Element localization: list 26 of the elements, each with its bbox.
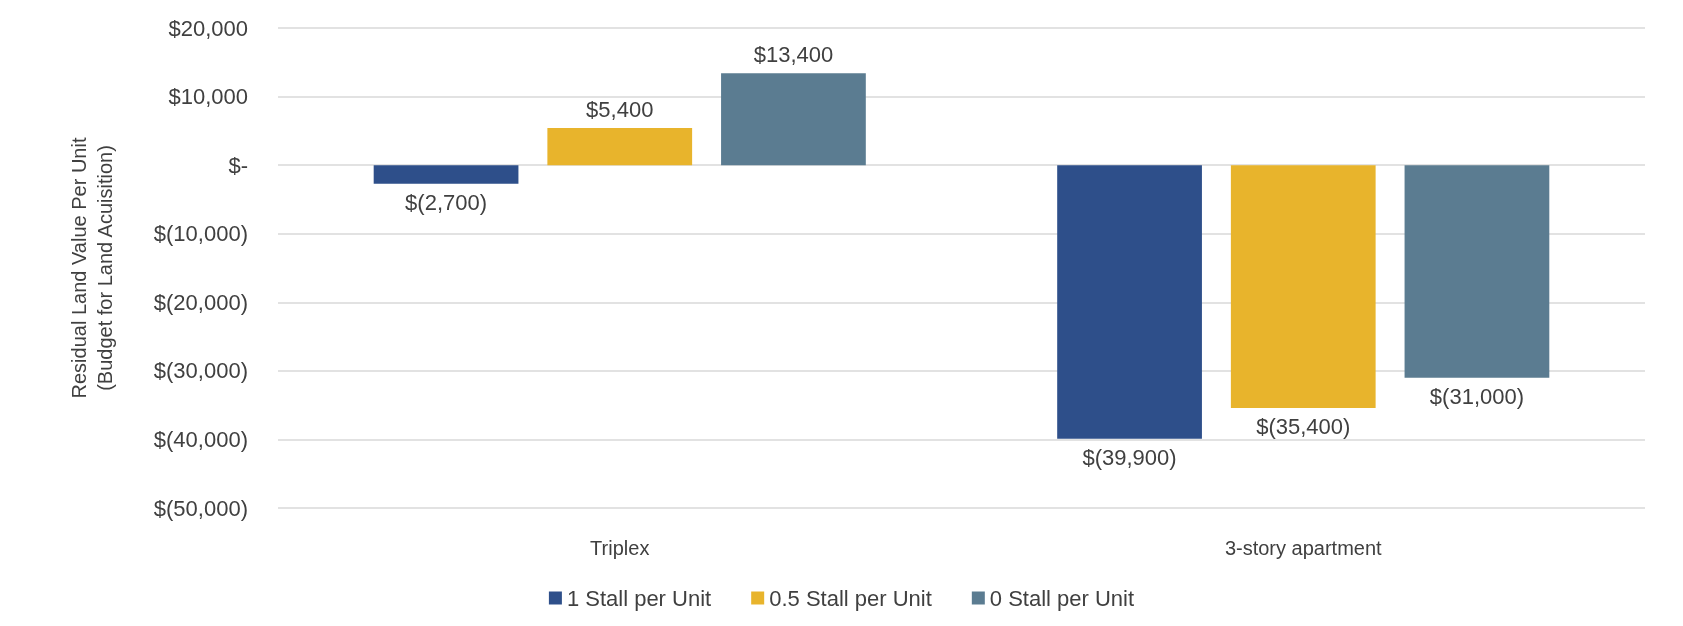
legend-label: 0 Stall per Unit: [989, 585, 1135, 611]
y-axis-title: Residual Land Value Per Unit (Budget for Land Acuisition): [68, 137, 116, 399]
bar: [721, 73, 866, 166]
y-tick-label: $(30,000): [153, 358, 248, 384]
data-label: $(39,900): [1082, 445, 1177, 471]
bar: [1230, 165, 1376, 408]
legend-label: 1 Stall per Unit: [566, 585, 712, 611]
data-label: $(31,000): [1429, 384, 1525, 410]
y-tick-label: $20,000: [168, 15, 248, 41]
x-tick-label: 3-story apartment: [1224, 537, 1383, 559]
legend-label: 0.5 Stall per Unit: [769, 585, 932, 611]
x-tick-label: Triplex: [590, 537, 650, 559]
bar: [373, 165, 519, 184]
y-tick-label: $(20,000): [153, 289, 248, 315]
bar: [1404, 165, 1550, 378]
y-tick-label: $-: [228, 152, 248, 178]
y-tick-label: $(50,000): [153, 495, 248, 521]
data-label: $13,400: [753, 41, 834, 67]
bar: [1057, 165, 1202, 439]
data-label: $(2,700): [405, 190, 488, 216]
bar: [547, 128, 693, 166]
y-tick-label: $10,000: [168, 84, 248, 110]
y-tick-label: $(10,000): [153, 221, 248, 247]
y-tick-label: $(40,000): [153, 426, 248, 452]
data-label: $(35,400): [1256, 414, 1351, 440]
data-label: $5,400: [586, 96, 654, 122]
